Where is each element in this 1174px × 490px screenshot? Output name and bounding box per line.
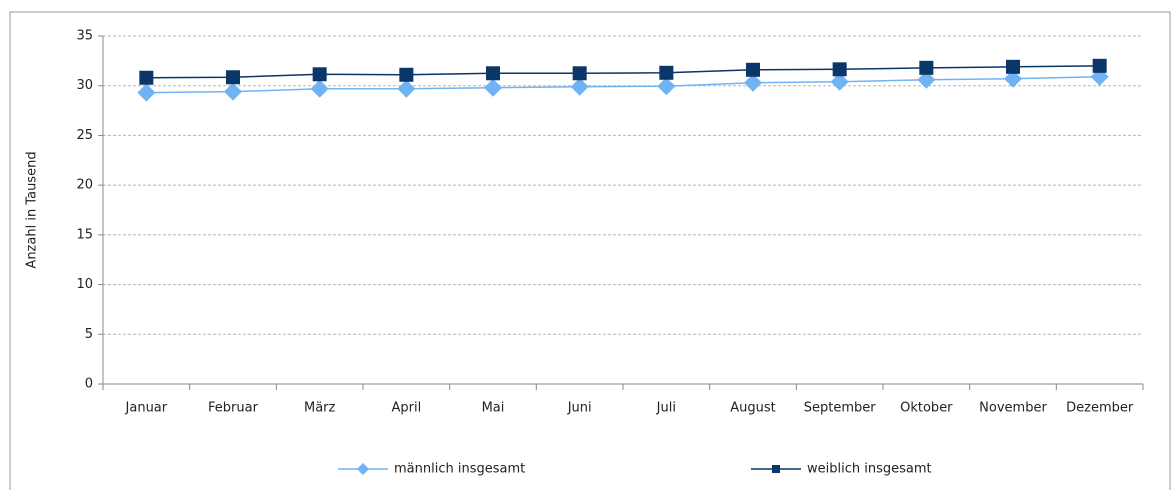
point bbox=[486, 66, 500, 81]
point bbox=[226, 70, 240, 85]
legend-marker bbox=[357, 463, 369, 475]
x-tick-label: Dezember bbox=[1066, 401, 1134, 416]
point bbox=[659, 65, 674, 80]
y-tick-label: 10 bbox=[76, 277, 93, 292]
series-line bbox=[146, 65, 1100, 79]
point bbox=[657, 77, 676, 96]
y-tick-label: 25 bbox=[76, 128, 93, 143]
point bbox=[1004, 69, 1022, 88]
point bbox=[137, 83, 156, 102]
y-tick-label: 0 bbox=[85, 377, 93, 392]
x-tick-label: Januar bbox=[125, 401, 168, 416]
legend-marker bbox=[772, 465, 780, 473]
y-tick-label: 30 bbox=[76, 78, 93, 93]
point bbox=[397, 79, 416, 98]
point bbox=[570, 77, 589, 96]
y-tick-label: 5 bbox=[85, 327, 93, 342]
series-line bbox=[146, 76, 1100, 94]
y-tick-label: 15 bbox=[76, 227, 93, 242]
point bbox=[484, 78, 502, 97]
y-tick-label: 35 bbox=[76, 29, 93, 44]
point bbox=[744, 73, 762, 92]
point bbox=[310, 79, 329, 98]
x-tick-label: Juli bbox=[656, 401, 676, 416]
point bbox=[1092, 58, 1107, 73]
point bbox=[830, 72, 849, 91]
x-tick-label: Oktober bbox=[900, 401, 953, 416]
y-axis-label: Anzahl in Tausend bbox=[25, 151, 40, 268]
point bbox=[139, 70, 154, 85]
chart-frame bbox=[9, 11, 1171, 490]
point bbox=[917, 70, 936, 89]
point bbox=[1006, 59, 1020, 74]
point bbox=[224, 82, 242, 101]
x-tick-label: April bbox=[391, 401, 421, 416]
x-tick-label: September bbox=[804, 401, 877, 416]
x-tick-label: Juni bbox=[567, 401, 592, 416]
x-tick-label: März bbox=[304, 401, 336, 416]
x-tick-label: August bbox=[730, 401, 776, 416]
legend-label: männlich insgesamt bbox=[394, 462, 525, 477]
point bbox=[832, 62, 847, 77]
x-tick-label: Februar bbox=[208, 401, 259, 416]
legend-label: weiblich insgesamt bbox=[807, 462, 932, 477]
point bbox=[919, 60, 934, 75]
point bbox=[312, 67, 327, 82]
x-tick-label: November bbox=[979, 401, 1047, 416]
point bbox=[572, 66, 587, 81]
y-tick-label: 20 bbox=[76, 178, 93, 193]
point bbox=[399, 67, 414, 82]
x-tick-label: Mai bbox=[482, 401, 505, 416]
point bbox=[746, 62, 760, 77]
